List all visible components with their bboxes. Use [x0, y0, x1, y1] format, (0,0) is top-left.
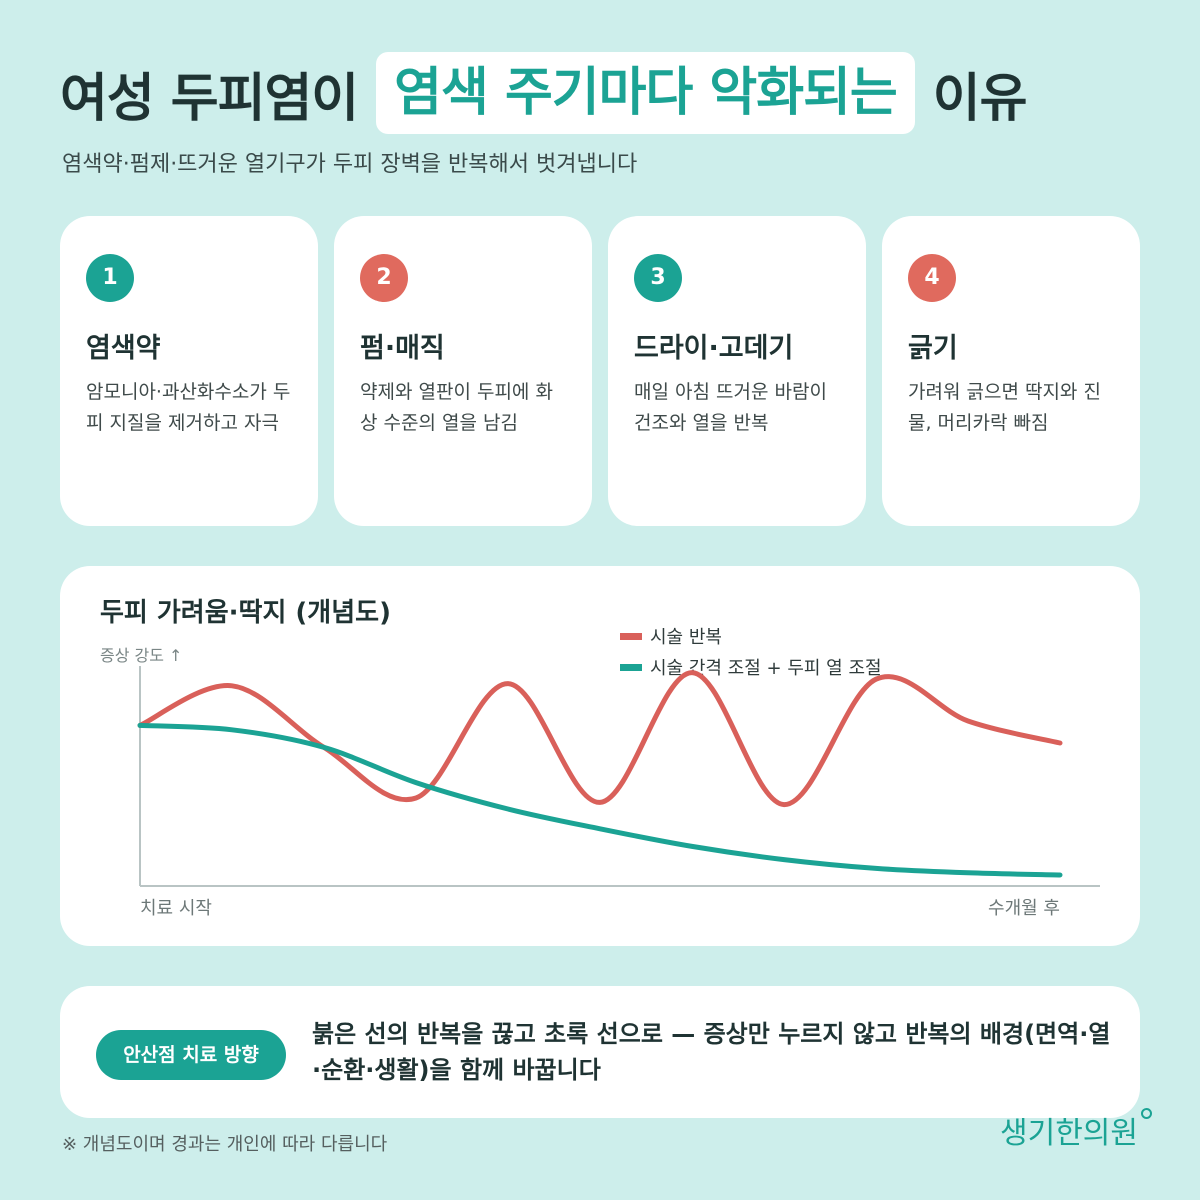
- symptom-chart: 증상 강도 ↑ 치료 시작 수개월 후 시술 반복 시술 간격 조절 + 두피 …: [100, 627, 1100, 919]
- legend-swatch-adjusted: [620, 664, 642, 671]
- subtitle: 염색약·펌제·뜨거운 열기구가 두피 장벽을 반복해서 벗겨냅니다: [62, 152, 638, 177]
- treatment-note-text: 붉은 선의 반복을 끊고 초록 선으로 — 증상만 누르지 않고 반복의 배경(…: [312, 1020, 1111, 1084]
- step-badge: 2: [360, 254, 408, 302]
- step-badge: 4: [908, 254, 956, 302]
- legend-swatch-repeat: [620, 633, 642, 640]
- legend-label-adjusted: 시술 간격 조절 + 두피 열 조절: [650, 658, 882, 679]
- title-highlight: 염색 주기마다 악화되는: [376, 52, 915, 134]
- cause-card-dryer: 3 드라이·고데기 매일 아침 뜨거운 바람이 건조와 열을 반복: [608, 216, 866, 526]
- disclaimer-footnote: ※ 개념도이며 경과는 개인에 따라 다릅니다: [62, 1134, 388, 1155]
- y-axis-label: 증상 강도 ↑: [100, 646, 182, 665]
- series-line-repeat: [137, 670, 1063, 808]
- x-start-label: 치료 시작: [140, 898, 212, 919]
- card-description: 매일 아침 뜨거운 바람이 건조와 열을 반복: [634, 381, 827, 434]
- step-badge: 3: [634, 254, 682, 302]
- cause-card-scratching: 4 긁기 가려워 긁으면 딱지와 진물, 머리카락 빠짐: [882, 216, 1140, 526]
- series-line-adjusted: [137, 722, 1063, 878]
- card-title: 긁기: [908, 333, 958, 364]
- clinic-logo: 생기한의원: [1000, 1108, 1152, 1152]
- logo-circle-icon: [1141, 1108, 1152, 1119]
- cause-card-dye: 1 염색약 암모니아·과산화수소가 두피 지질을 제거하고 자극: [60, 216, 318, 526]
- clinic-logo-text: 생기한의원: [1000, 1116, 1138, 1151]
- card-title: 염색약: [86, 333, 161, 364]
- cause-card-perm: 2 펌·매직 약제와 열판이 두피에 화상 수준의 열을 남김: [334, 216, 592, 526]
- card-description: 가려워 긁으면 딱지와 진물, 머리카락 빠짐: [908, 381, 1101, 434]
- legend-label-repeat: 시술 반복: [650, 627, 722, 648]
- treatment-direction-pill: 안산점 치료 방향: [96, 1030, 286, 1080]
- page-title: 여성 두피염이 염색 주기마다 악화되는 이유: [60, 52, 1028, 134]
- card-description: 약제와 열판이 두피에 화상 수준의 열을 남김: [360, 381, 553, 434]
- treatment-note-panel: 안산점 치료 방향 붉은 선의 반복을 끊고 초록 선으로 — 증상만 누르지 …: [60, 986, 1140, 1118]
- step-badge: 1: [86, 254, 134, 302]
- x-end-label: 수개월 후: [988, 898, 1060, 919]
- title-prefix: 여성 두피염이: [60, 68, 359, 129]
- card-title: 펌·매직: [360, 333, 445, 364]
- chart-panel: 두피 가려움·딱지 (개념도) 증상 강도 ↑ 치료 시작 수개월 후 시술 반…: [60, 566, 1140, 946]
- title-suffix: 이유: [932, 68, 1028, 129]
- card-description: 암모니아·과산화수소가 두피 지질을 제거하고 자극: [86, 381, 291, 434]
- chart-title: 두피 가려움·딱지 (개념도): [100, 598, 391, 628]
- card-title: 드라이·고데기: [634, 333, 794, 364]
